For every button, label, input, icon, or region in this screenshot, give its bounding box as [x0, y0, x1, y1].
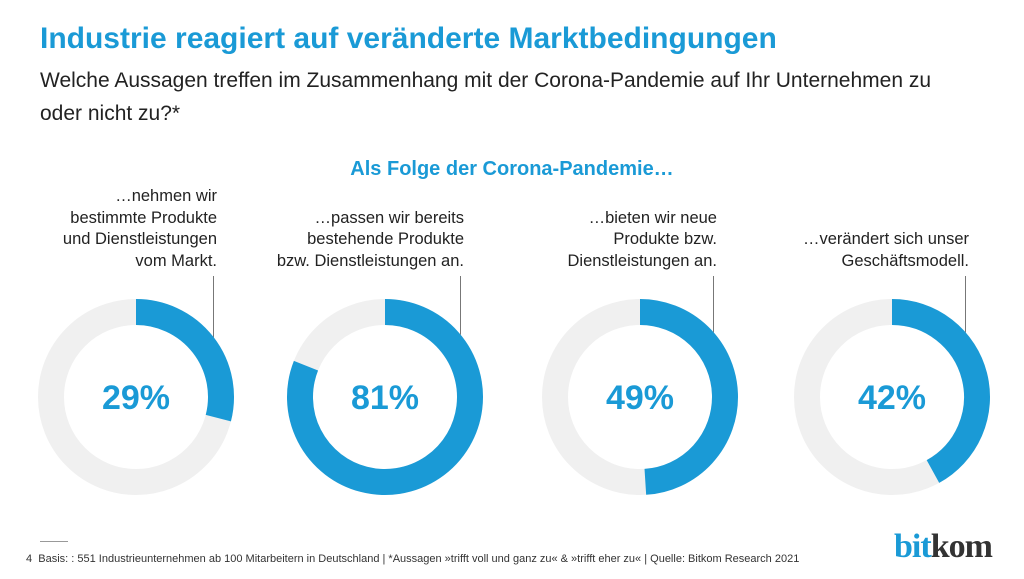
- label-line: …passen wir bereits: [314, 208, 464, 227]
- label-line: bzw. Dienstleistungen an.: [276, 251, 464, 270]
- donut-category-label: …passen wir bereits bestehende Produkte bz…: [277, 208, 464, 273]
- page-subtitle: Welche Aussagen treffen im Zusammenhang …: [40, 69, 932, 125]
- donut-category-label: …nehmen wir bestimmte Produkte und Dienstl…: [63, 186, 217, 272]
- label-line: bestimmte Produkte: [70, 208, 217, 227]
- donut-value-arc: [891, 299, 990, 483]
- donut-value-arc: [135, 299, 234, 422]
- label-line: …bieten wir neue: [588, 208, 717, 227]
- label-line: vom Markt.: [135, 251, 217, 270]
- page-title: Industrie reagiert auf veränderte Marktb…: [40, 22, 777, 55]
- donut-value-label: 42%: [858, 379, 926, 417]
- donut-value-label: 49%: [606, 379, 674, 417]
- label-line: Dienstleistungen an.: [567, 251, 717, 270]
- page-number: 4: [26, 553, 33, 565]
- label-line: …verändert sich unser: [803, 230, 969, 248]
- footer-divider: [40, 541, 68, 542]
- label-connector-line: [965, 276, 966, 338]
- donut-value-label: 81%: [351, 379, 419, 417]
- donut-value-arc: [639, 299, 738, 495]
- chart-group-title: Als Folge der Corona-Pandemie…: [350, 158, 674, 180]
- donut-category-label: …bieten wir neue Produkte bzw. Dienstleist…: [567, 208, 717, 273]
- label-connector-line: [460, 276, 461, 338]
- donut-value-label: 29%: [102, 379, 170, 417]
- label-line: Produkte bzw.: [613, 230, 717, 248]
- label-line: Geschäftsmodell.: [841, 251, 969, 270]
- label-line: …nehmen wir: [115, 187, 217, 205]
- label-line: bestehende Produkte: [307, 230, 464, 248]
- footer-source: Basis: : 551 Industrieunternehmen ab 100…: [38, 553, 800, 565]
- footer-note: 4 Basis: : 551 Industrieunternehmen ab 1…: [26, 553, 799, 565]
- bitkom-logo: bitkom: [894, 528, 993, 565]
- label-connector-line: [713, 276, 714, 338]
- label-connector-line: [213, 276, 214, 338]
- donut-value-arc: [287, 299, 483, 495]
- donut-category-label: …verändert sich unser Geschäftsmodell.: [803, 229, 969, 272]
- label-line: und Dienstleistungen: [62, 230, 217, 248]
